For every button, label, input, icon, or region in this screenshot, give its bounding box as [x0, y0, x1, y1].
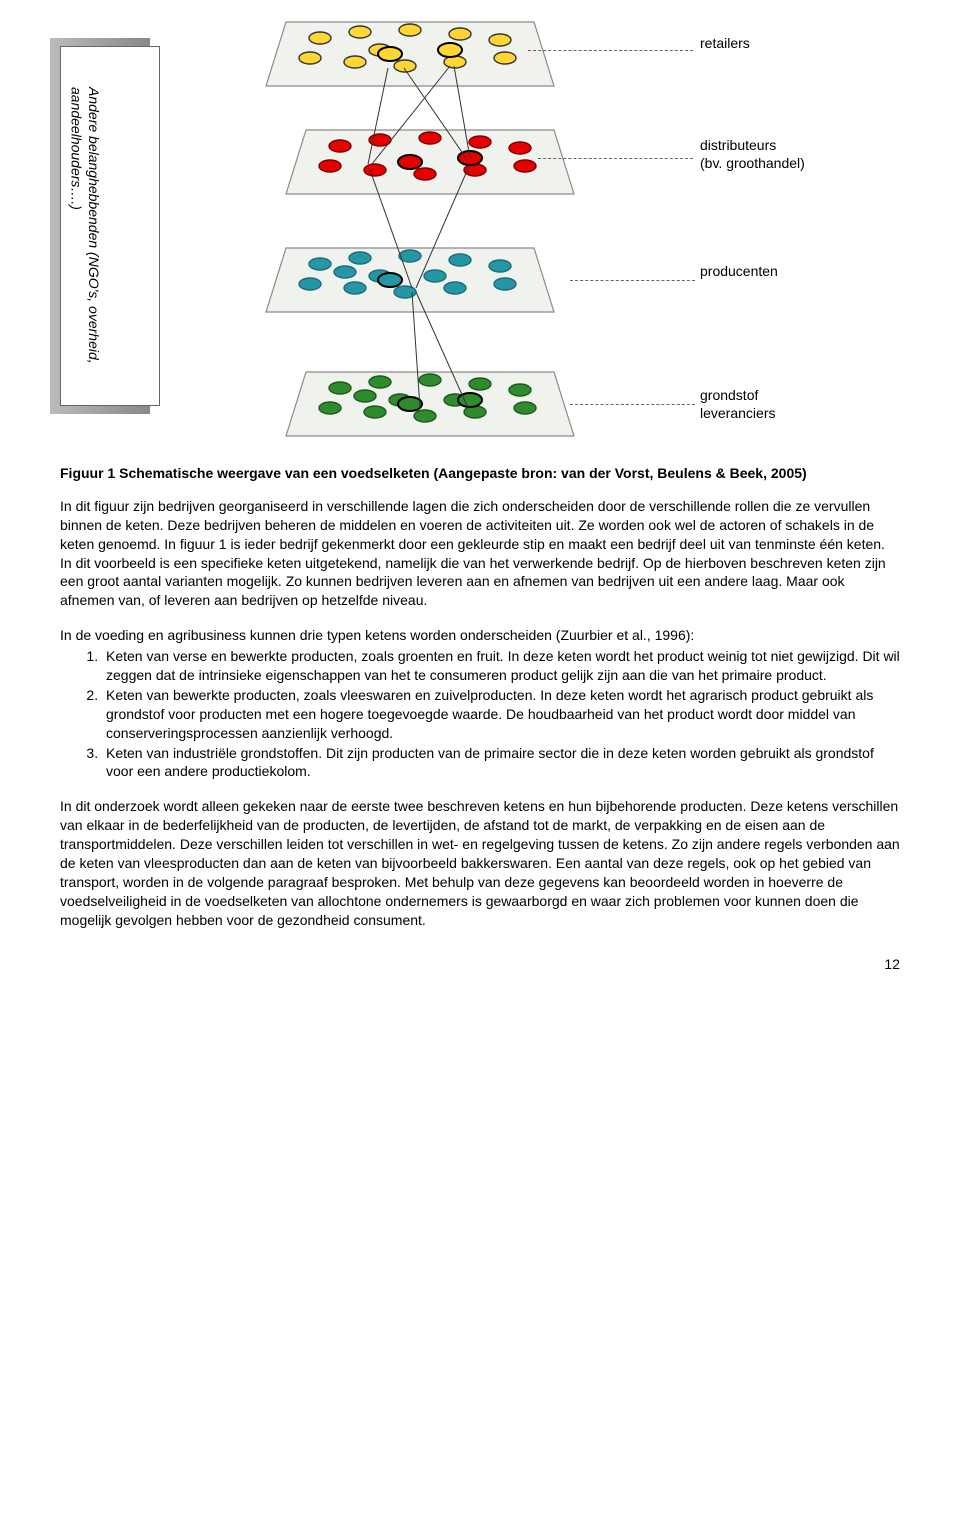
layer-producers	[260, 236, 560, 306]
label-producers: producenten	[700, 262, 778, 281]
list-item: Keten van verse en bewerkte producten, z…	[102, 647, 900, 685]
page-number: 12	[884, 955, 900, 974]
paragraph-1: In dit figuur zijn bedrijven georganisee…	[60, 497, 900, 610]
figure-caption: Figuur 1 Schematische weergave van een v…	[60, 464, 900, 483]
layer-distributors	[280, 118, 580, 188]
label-suppliers-1: grondstof	[700, 386, 758, 405]
label-distributors-1: distributeurs	[700, 136, 776, 155]
stakeholders-label: Andere belanghebbenden (NGO's, overheid,…	[67, 87, 102, 437]
label-retailers: retailers	[700, 34, 750, 53]
label-distributors-2: (bv. groothandel)	[700, 154, 805, 173]
paragraph-3: In dit onderzoek wordt alleen gekeken na…	[60, 797, 900, 929]
dash-distributors	[538, 158, 693, 159]
supply-chain-figure: Andere belanghebbenden (NGO's, overheid,…	[60, 10, 820, 450]
stakeholders-side-block: Andere belanghebbenden (NGO's, overheid,…	[60, 46, 160, 406]
supply-chain-layers	[220, 10, 660, 450]
layer-suppliers	[280, 360, 580, 430]
label-suppliers-2: leveranciers	[700, 404, 775, 423]
dash-producers	[570, 280, 695, 281]
layer-retailers	[260, 10, 560, 80]
dash-suppliers	[570, 404, 695, 405]
list-item: Keten van bewerkte producten, zoals vlee…	[102, 686, 900, 743]
dash-retailers	[528, 50, 693, 51]
keten-types-list: Keten van verse en bewerkte producten, z…	[102, 647, 900, 781]
paragraph-2-intro: In de voeding en agribusiness kunnen dri…	[60, 626, 900, 645]
list-item: Keten van industriële grondstoffen. Dit …	[102, 744, 900, 782]
